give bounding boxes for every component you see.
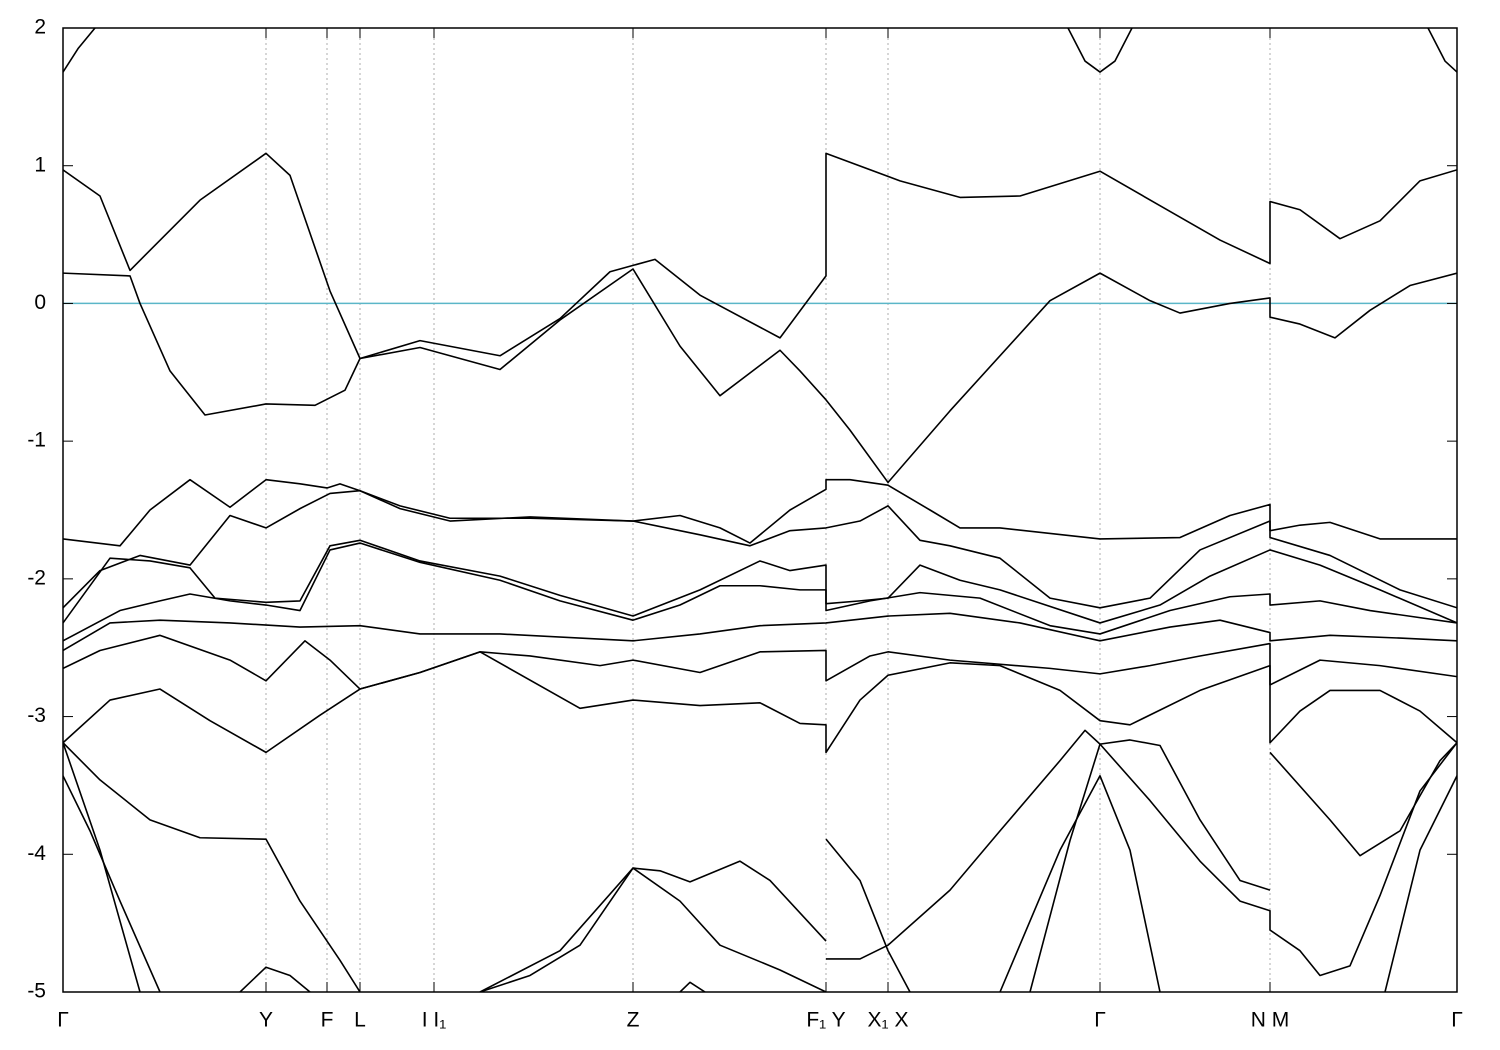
y-tick-label: 2: [34, 16, 46, 39]
band-line: [63, 634, 1457, 690]
x-tick-label: F₁ Y: [806, 1009, 845, 1032]
band-line: [825, 838, 911, 992]
band-line: [63, 28, 1457, 73]
band-line: [999, 774, 1161, 992]
band-line: [63, 478, 1457, 547]
band-line: [63, 539, 1457, 624]
x-tick-label: Γ: [1451, 1009, 1463, 1032]
band-line: [63, 742, 141, 992]
x-tick-label: F: [321, 1009, 334, 1032]
x-tick-label: Γ: [57, 1009, 69, 1032]
band-line: [1384, 775, 1457, 992]
band-line: [826, 729, 1457, 977]
plot-frame: [62, 27, 1458, 993]
y-tick-label: -1: [27, 429, 46, 452]
band-line: [63, 612, 1457, 652]
band-line: [63, 489, 1457, 609]
band-line: [1269, 742, 1457, 857]
y-tick-label: 0: [34, 291, 46, 314]
x-tick-label: Z: [627, 1009, 640, 1032]
y-tick-label: -3: [27, 704, 46, 727]
x-tick-label: L: [354, 1009, 366, 1032]
y-tick-label: 1: [34, 153, 46, 176]
x-tick-label: N M: [1251, 1009, 1290, 1032]
x-tick-label: Γ: [1094, 1009, 1106, 1032]
x-tick-label: X₁ X: [868, 1009, 909, 1032]
y-tick-label: -5: [27, 980, 46, 1003]
x-tick-label: I I₁: [422, 1009, 447, 1032]
band-line: [63, 542, 1457, 642]
y-tick-label: -2: [27, 566, 46, 589]
band-line: [63, 152, 1457, 360]
band-line: [239, 966, 311, 992]
band-line: [63, 651, 1457, 754]
band-line: [63, 742, 361, 992]
band-line: [479, 860, 827, 992]
band-line: [1029, 739, 1271, 992]
x-tick-label: Y: [259, 1009, 273, 1032]
band-line: [63, 775, 161, 992]
y-tick-label: -4: [27, 842, 46, 865]
band-line: [679, 981, 706, 992]
band-line: [479, 867, 827, 992]
band-line: [63, 268, 1457, 484]
